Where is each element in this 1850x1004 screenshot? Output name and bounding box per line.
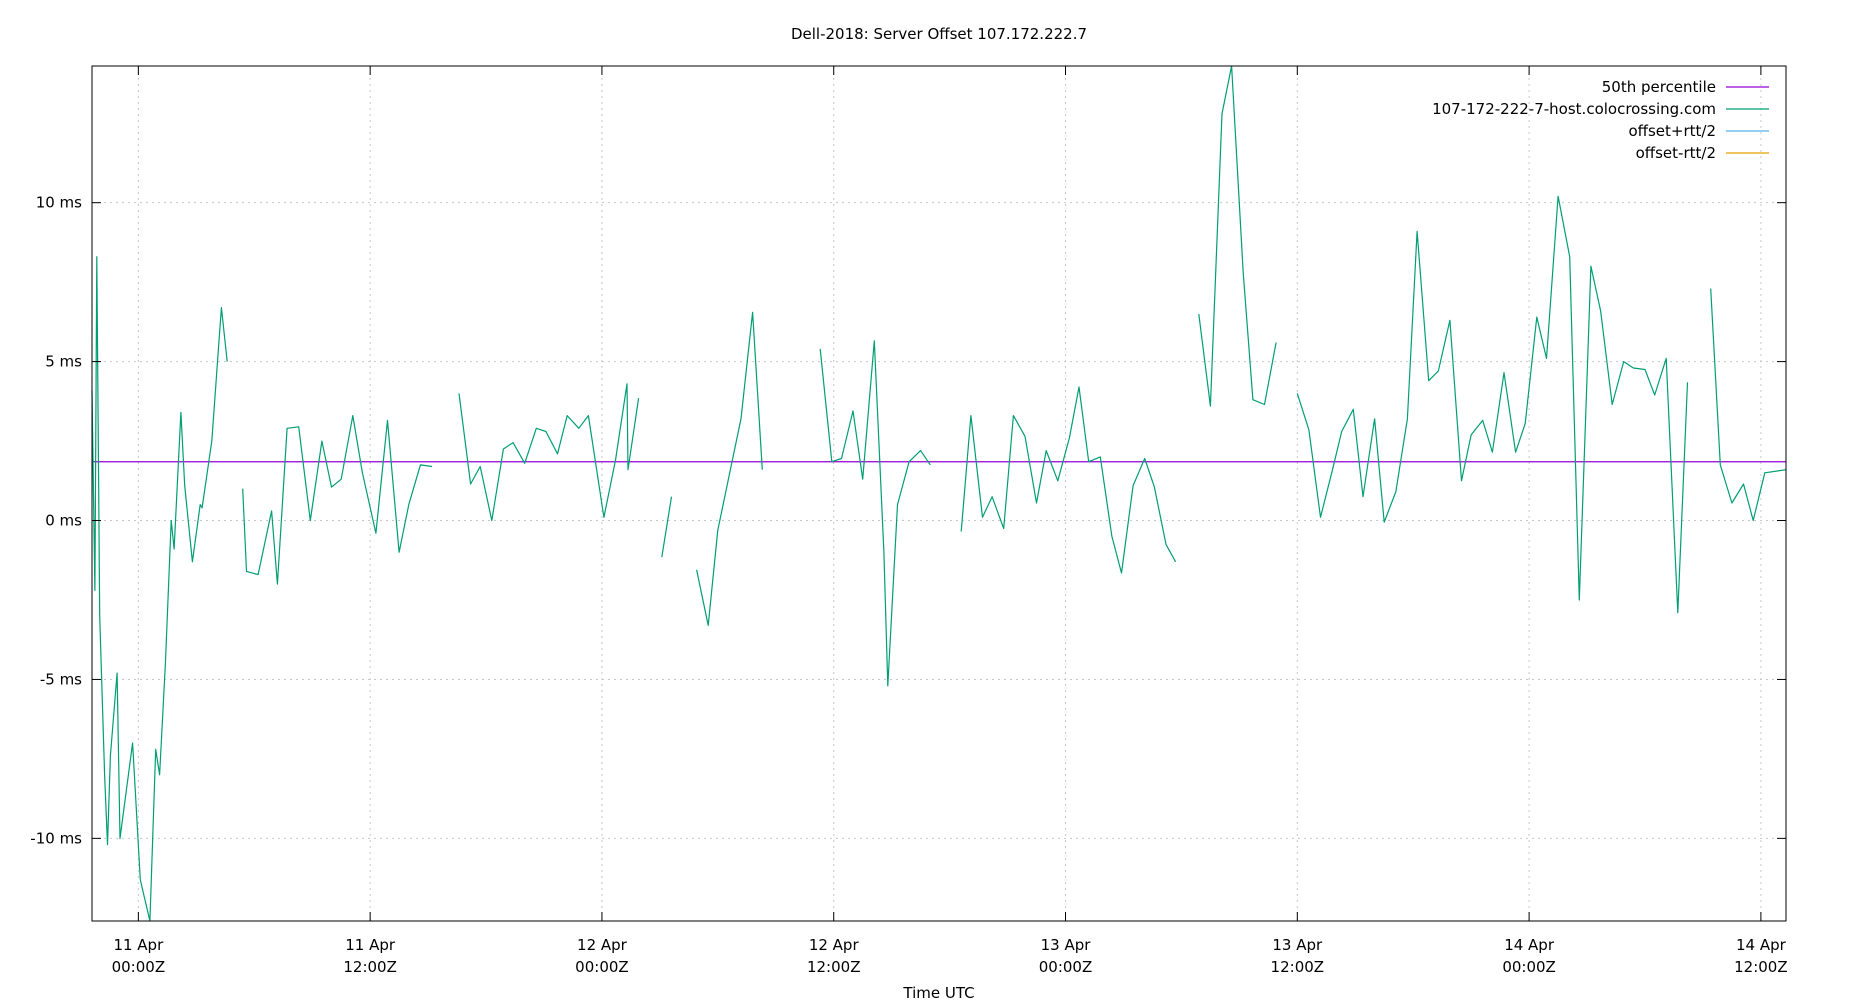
plot-frame — [91, 65, 1787, 922]
series-line-segment — [696, 311, 763, 627]
axis-ticks — [92, 66, 1786, 921]
series-line-segment — [1296, 195, 1689, 614]
chart-title: Dell-2018: Server Offset 107.172.222.7 — [791, 25, 1087, 43]
x-tick-label: 13 Apr — [1272, 936, 1323, 954]
legend: 50th percentile 107-172-222-7-host.colocr… — [1432, 78, 1769, 162]
x-tick-label: 12:00Z — [807, 958, 861, 976]
series-line-segment — [1198, 65, 1277, 407]
series-line-segment — [1710, 288, 1787, 522]
x-tick-label: 13 Apr — [1041, 936, 1092, 954]
legend-label: offset+rtt/2 — [1628, 122, 1716, 140]
legend-label: 107-172-222-7-host.colocrossing.com — [1432, 100, 1716, 118]
x-tick-label: 00:00Z — [112, 958, 166, 976]
y-tick-label: 0 ms — [45, 512, 82, 530]
y-tick-label: 5 ms — [45, 353, 82, 371]
x-tick-label: 11 Apr — [113, 936, 164, 954]
x-tick-label: 11 Apr — [345, 936, 396, 954]
legend-label: 50th percentile — [1602, 78, 1716, 96]
x-tick-label: 00:00Z — [1039, 958, 1093, 976]
gridlines — [92, 66, 1786, 921]
x-tick-label: 12 Apr — [577, 936, 628, 954]
axis-tick-labels: 11 Apr 00:00Z 11 Apr 12:00Z 12 Apr 00:00Z 12 A… — [30, 194, 1787, 976]
series-line-segment — [91, 256, 228, 922]
y-tick-label: 10 ms — [36, 194, 82, 212]
x-tick-label: 12:00Z — [1271, 958, 1325, 976]
series-line-segment — [661, 496, 673, 558]
series-lines — [91, 65, 1787, 922]
x-tick-label: 14 Apr — [1504, 936, 1555, 954]
x-tick-label: 12 Apr — [809, 936, 860, 954]
x-tick-label: 00:00Z — [575, 958, 629, 976]
legend-label: offset-rtt/2 — [1636, 144, 1716, 162]
x-tick-label: 14 Apr — [1736, 936, 1787, 954]
x-tick-label: 12:00Z — [343, 958, 397, 976]
y-tick-label: -5 ms — [40, 670, 82, 688]
series-line-segment — [960, 386, 1177, 574]
y-tick-label: -10 ms — [30, 829, 82, 847]
series-line-segment — [242, 415, 433, 585]
x-tick-label: 00:00Z — [1502, 958, 1556, 976]
series-line-segment — [819, 340, 931, 687]
x-axis-label: Time UTC — [902, 984, 974, 1000]
x-tick-label: 12:00Z — [1734, 958, 1788, 976]
series-line-segment — [458, 383, 640, 522]
